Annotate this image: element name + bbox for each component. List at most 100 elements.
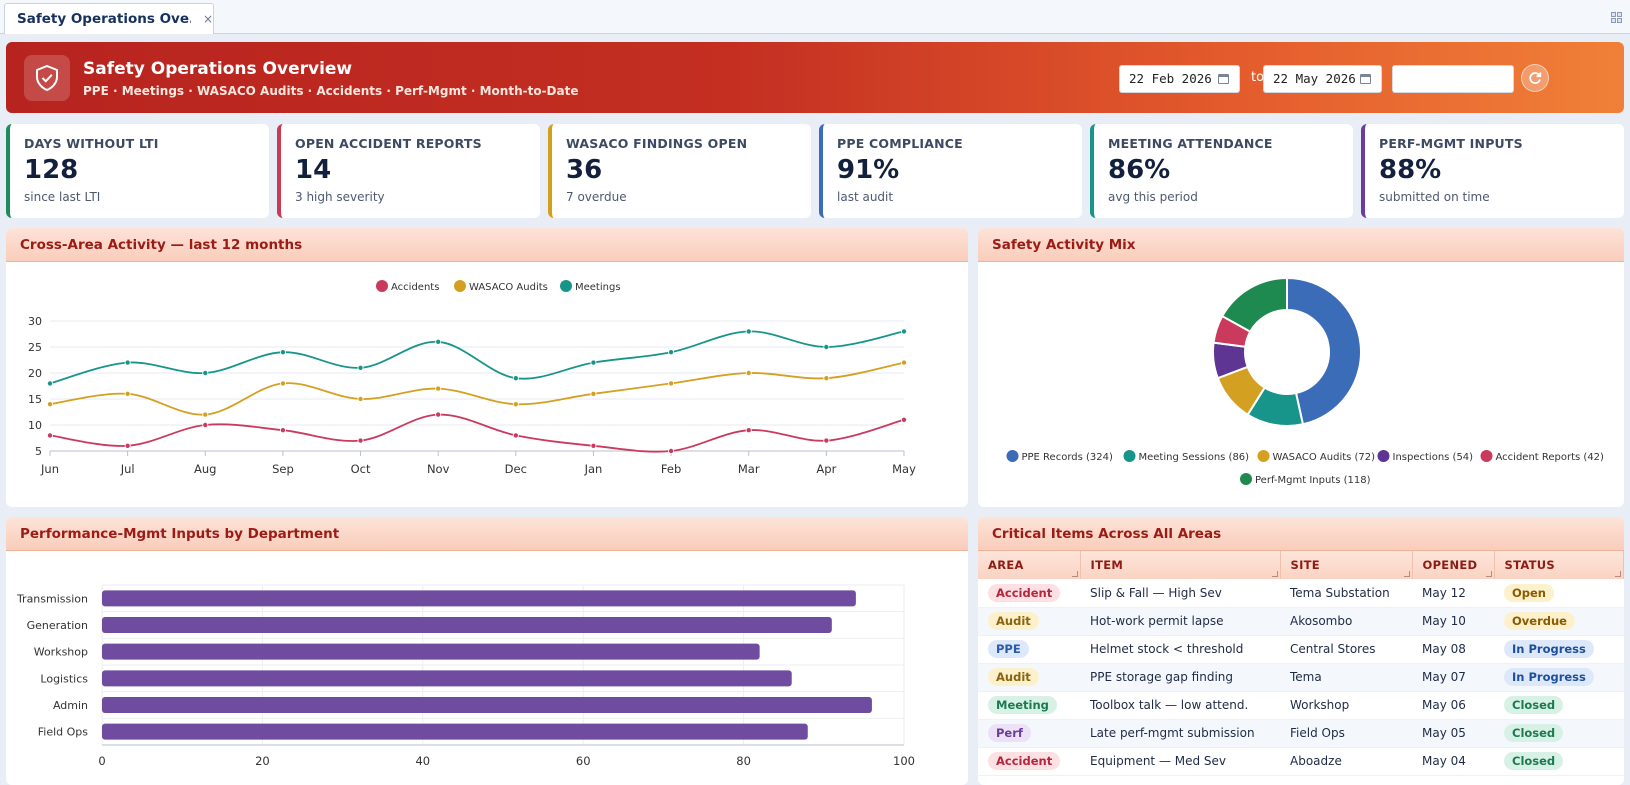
column-resize-handle[interactable] <box>1071 571 1078 577</box>
data-point[interactable] <box>745 328 752 335</box>
donut-slice[interactable] <box>1286 276 1362 426</box>
table-row[interactable]: PPE Helmet stock < threshold Central Store… <box>978 635 1624 664</box>
data-point[interactable] <box>279 380 286 387</box>
legend-item[interactable]: Accidents <box>376 280 439 293</box>
bar[interactable] <box>102 643 760 660</box>
data-point[interactable] <box>279 427 286 434</box>
data-point[interactable] <box>823 437 830 444</box>
filter-input[interactable] <box>1392 65 1514 93</box>
data-point[interactable] <box>202 370 209 377</box>
legend-swatch <box>1257 450 1270 462</box>
kpi-card[interactable]: OPEN ACCIDENT REPORTS 14 3 high severity <box>277 124 540 218</box>
table-row[interactable]: Meeting Toolbox talk — low attend. Worksho… <box>978 691 1624 720</box>
column-header[interactable]: OPENED <box>1412 551 1495 579</box>
data-point[interactable] <box>590 442 597 449</box>
data-point[interactable] <box>279 349 286 356</box>
data-point[interactable] <box>202 421 209 428</box>
column-resize-handle[interactable] <box>1485 571 1492 577</box>
calendar-icon[interactable] <box>1360 74 1371 84</box>
legend-item[interactable]: Perf-Mgmt Inputs (118) <box>1240 473 1371 486</box>
data-point[interactable] <box>124 359 131 366</box>
bar[interactable] <box>102 617 832 633</box>
data-point[interactable] <box>512 432 519 439</box>
data-point[interactable] <box>668 349 675 356</box>
data-point[interactable] <box>901 359 908 366</box>
calendar-icon[interactable] <box>1218 74 1229 84</box>
data-point[interactable] <box>512 401 519 408</box>
data-point[interactable] <box>901 416 908 423</box>
table-row[interactable]: Audit Hot-work permit lapse Akosombo May 10… <box>978 607 1624 636</box>
data-point[interactable] <box>668 447 675 454</box>
kpi-card[interactable]: MEETING ATTENDANCE 86% avg this period <box>1090 124 1353 218</box>
data-point[interactable] <box>590 359 597 366</box>
area-badge: PPE <box>988 640 1029 658</box>
date-from-input[interactable]: 22 Feb 2026 <box>1119 65 1240 93</box>
data-point[interactable] <box>357 437 364 444</box>
area-badge: Audit <box>988 668 1039 686</box>
data-point[interactable] <box>47 401 54 408</box>
close-icon[interactable]: × <box>202 12 213 26</box>
data-point[interactable] <box>745 427 752 434</box>
column-resize-handle[interactable] <box>1271 571 1278 577</box>
y-tick-label: 30 <box>28 315 42 328</box>
column-resize-handle[interactable] <box>1403 571 1410 577</box>
column-header[interactable]: SITE <box>1280 551 1413 579</box>
legend-item[interactable]: WASACO Audits <box>454 280 548 293</box>
column-header[interactable]: AREA <box>978 551 1081 579</box>
bar[interactable] <box>102 697 872 713</box>
legend-item[interactable]: PPE Records (324) <box>1006 450 1113 463</box>
bar[interactable] <box>102 670 792 687</box>
kpi-card[interactable]: WASACO FINDINGS OPEN 36 7 overdue <box>548 124 811 218</box>
data-point[interactable] <box>512 375 519 382</box>
data-point[interactable] <box>357 364 364 371</box>
grid-icon[interactable] <box>1611 12 1622 23</box>
legend-swatch <box>1377 450 1390 462</box>
data-point[interactable] <box>47 432 54 439</box>
table-row[interactable]: Accident Slip & Fall — High Sev Tema Subst… <box>978 579 1624 608</box>
table-row[interactable]: Audit PPE storage gap finding Tema May 07 In… <box>978 663 1624 692</box>
line-chart: Accidents WASACO Audits Meetings 5 10 15 20 25 3… <box>28 280 916 476</box>
table-row[interactable]: Perf Late perf-mgmt submission Field Ops Ma… <box>978 719 1624 748</box>
data-point[interactable] <box>745 370 752 377</box>
kpi-value: 86% <box>1108 155 1171 185</box>
data-point[interactable] <box>435 385 442 392</box>
y-tick-label: Admin <box>53 699 88 712</box>
legend-item[interactable]: Accident Reports (42) <box>1480 450 1605 463</box>
kpi-value: 14 <box>295 155 332 185</box>
data-point[interactable] <box>823 344 830 351</box>
data-point[interactable] <box>823 375 830 382</box>
column-header[interactable]: ITEM <box>1080 551 1281 579</box>
kpi-card[interactable]: PPE COMPLIANCE 91% last audit <box>819 124 1082 218</box>
kpi-card[interactable]: DAYS WITHOUT LTI 128 since last LTI <box>6 124 269 218</box>
data-point[interactable] <box>668 380 675 387</box>
area-badge: Meeting <box>988 696 1057 714</box>
kpi-card[interactable]: PERF-MGMT INPUTS 88% submitted on time <box>1361 124 1624 218</box>
legend-item[interactable]: Meeting Sessions (86) <box>1123 450 1250 463</box>
data-point[interactable] <box>435 338 442 345</box>
kpi-subtext: 7 overdue <box>566 190 627 204</box>
legend-item[interactable]: WASACO Audits (72) <box>1257 450 1376 463</box>
data-point[interactable] <box>901 328 908 335</box>
bar[interactable] <box>102 590 856 607</box>
y-tick-label: 25 <box>28 341 42 354</box>
bar[interactable] <box>102 723 808 740</box>
data-point[interactable] <box>47 380 54 387</box>
data-point[interactable] <box>202 411 209 418</box>
data-point[interactable] <box>590 390 597 397</box>
status-badge: In Progress <box>1504 668 1594 686</box>
legend-item[interactable]: Meetings <box>560 280 621 293</box>
legend-item[interactable]: Inspections (54) <box>1377 450 1474 463</box>
donut-slice[interactable] <box>1220 276 1288 334</box>
refresh-button[interactable] <box>1521 64 1549 92</box>
column-header[interactable]: STATUS <box>1494 551 1624 579</box>
data-point[interactable] <box>124 442 131 449</box>
date-to-input[interactable]: 22 May 2026 <box>1263 65 1382 93</box>
column-resize-handle[interactable] <box>1615 571 1621 577</box>
table-row[interactable]: Accident Equipment — Med Sev Aboadze May 04… <box>978 747 1624 776</box>
data-point[interactable] <box>435 411 442 418</box>
data-point[interactable] <box>124 390 131 397</box>
kpi-value: 88% <box>1379 155 1442 185</box>
tab-safety-operations[interactable]: Safety Operations Ove... × <box>4 3 214 34</box>
data-point[interactable] <box>357 395 364 402</box>
kpi-subtext: avg this period <box>1108 190 1198 204</box>
